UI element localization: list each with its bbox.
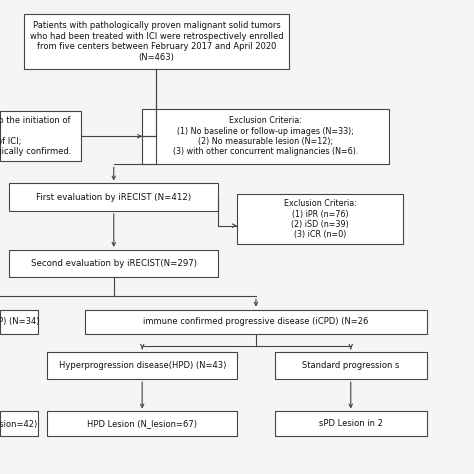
FancyBboxPatch shape (47, 352, 237, 379)
FancyBboxPatch shape (142, 109, 389, 164)
FancyBboxPatch shape (9, 250, 218, 277)
Text: n(PsP) (N=34): n(PsP) (N=34) (0, 318, 39, 326)
FancyBboxPatch shape (237, 194, 403, 244)
FancyBboxPatch shape (275, 352, 427, 379)
Text: N_lesion=42): N_lesion=42) (0, 419, 37, 428)
FancyBboxPatch shape (85, 310, 427, 334)
Text: First evaluation by iRECIST (N=412): First evaluation by iRECIST (N=412) (36, 193, 191, 201)
FancyBboxPatch shape (0, 310, 38, 334)
Text: Exclusion Criteria:
(1) No baseline or follow-up images (N=33);
(2) No measurabl: Exclusion Criteria: (1) No baseline or f… (173, 116, 358, 156)
Text: Hyperprogression disease(HPD) (N=43): Hyperprogression disease(HPD) (N=43) (58, 361, 226, 370)
Text: rmed prior to the initiation of

of ICI;
ere pathologically confirmed.: rmed prior to the initiation of of ICI; … (0, 116, 71, 156)
FancyBboxPatch shape (275, 411, 427, 436)
Text: Standard progression s: Standard progression s (302, 361, 400, 370)
FancyBboxPatch shape (47, 411, 237, 436)
Text: Exclusion Criteria:
(1) iPR (n=76)
(2) iSD (n=39)
(3) iCR (n=0): Exclusion Criteria: (1) iPR (n=76) (2) i… (283, 199, 356, 239)
Text: Second evaluation by iRECIST(N=297): Second evaluation by iRECIST(N=297) (31, 259, 197, 268)
FancyBboxPatch shape (0, 111, 81, 161)
FancyBboxPatch shape (0, 411, 38, 436)
FancyBboxPatch shape (9, 183, 218, 211)
FancyBboxPatch shape (24, 14, 289, 69)
Text: Patients with pathologically proven malignant solid tumors
who had been treated : Patients with pathologically proven mali… (29, 21, 283, 62)
Text: sPD Lesion in 2: sPD Lesion in 2 (319, 419, 383, 428)
Text: HPD Lesion (N_lesion=67): HPD Lesion (N_lesion=67) (87, 419, 197, 428)
Text: immune confirmed progressive disease (iCPD) (N=26: immune confirmed progressive disease (iC… (143, 318, 369, 326)
